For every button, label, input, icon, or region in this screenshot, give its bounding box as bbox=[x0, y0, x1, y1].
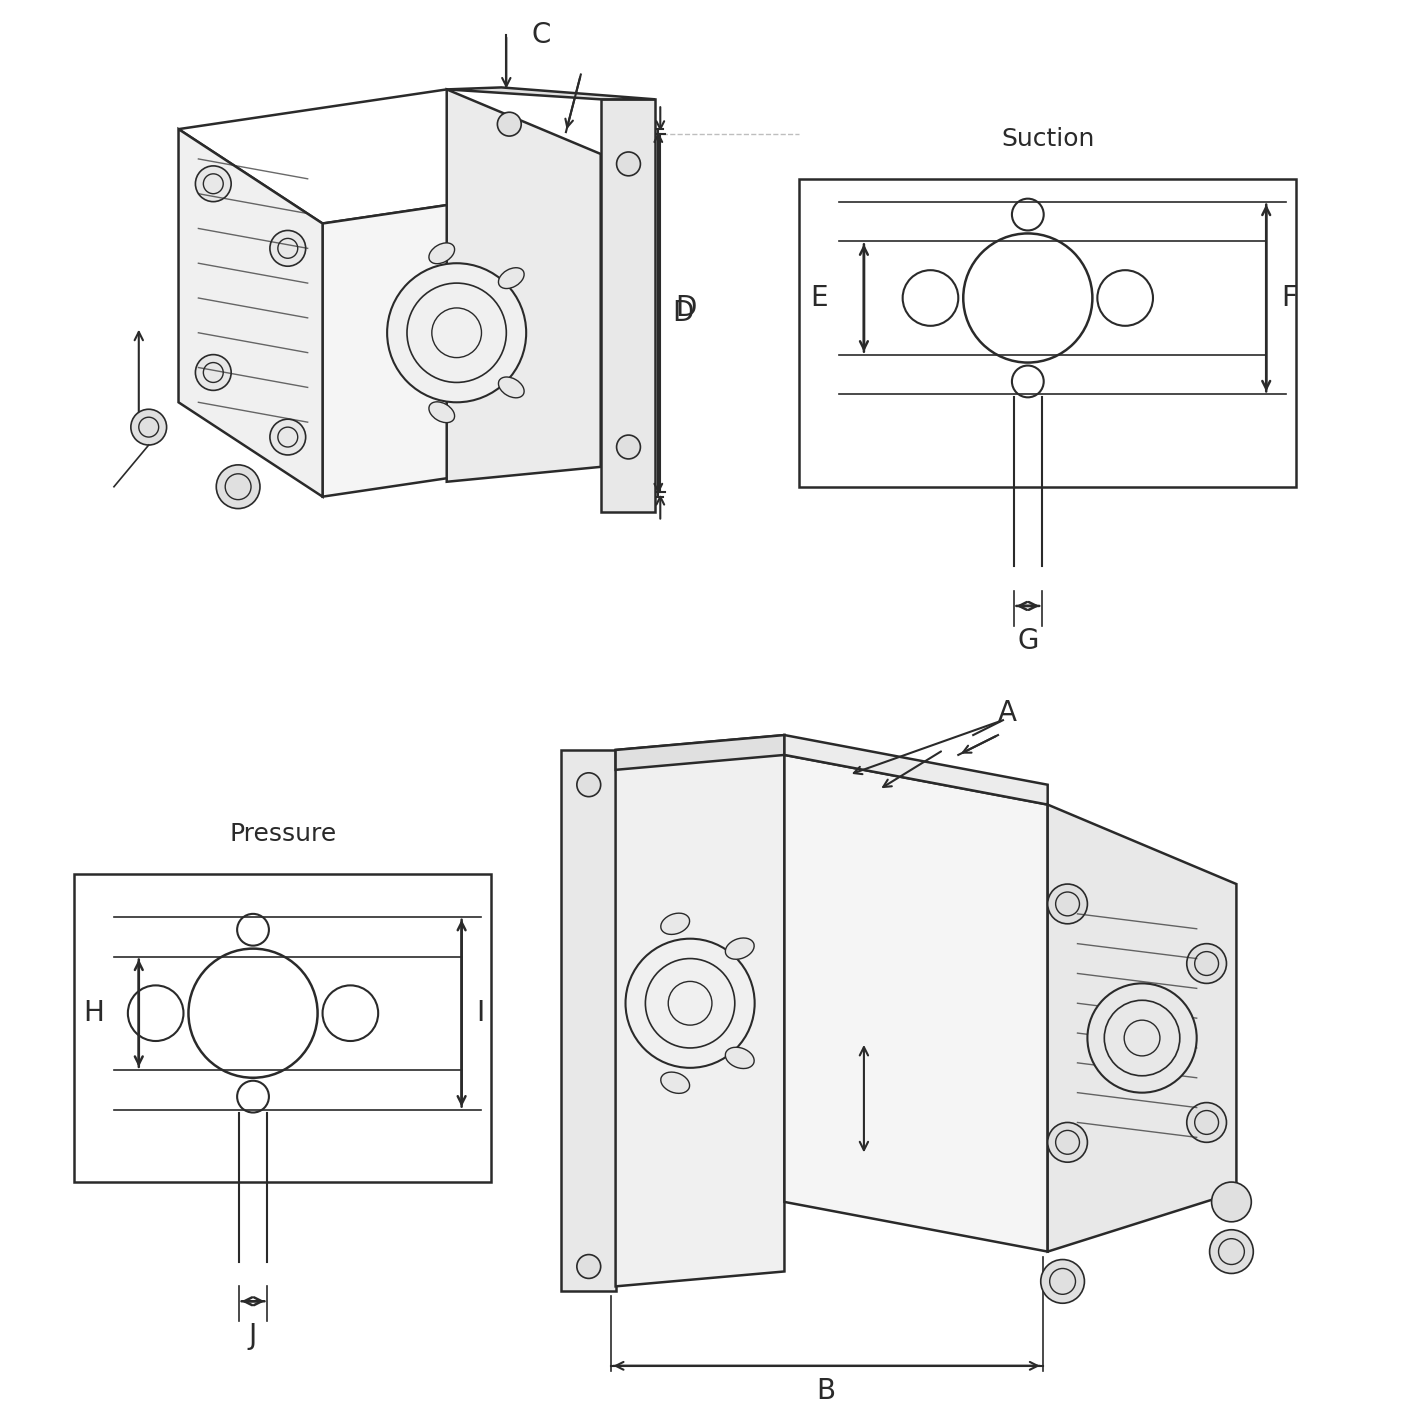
Bar bbox=[800, 179, 1296, 486]
Circle shape bbox=[1187, 1102, 1226, 1142]
Ellipse shape bbox=[429, 402, 454, 423]
Ellipse shape bbox=[499, 377, 524, 398]
Polygon shape bbox=[785, 735, 1047, 804]
Polygon shape bbox=[561, 749, 616, 1291]
Circle shape bbox=[576, 1254, 600, 1278]
Ellipse shape bbox=[661, 1073, 689, 1094]
Text: E: E bbox=[810, 284, 828, 312]
Polygon shape bbox=[785, 755, 1047, 1251]
Polygon shape bbox=[447, 90, 600, 482]
Circle shape bbox=[387, 263, 526, 402]
Bar bbox=[75, 875, 492, 1182]
Circle shape bbox=[1187, 943, 1226, 983]
Text: F: F bbox=[1281, 284, 1298, 312]
Text: G: G bbox=[1017, 627, 1039, 655]
Circle shape bbox=[217, 465, 260, 509]
Ellipse shape bbox=[725, 1047, 754, 1069]
Polygon shape bbox=[447, 87, 655, 100]
Circle shape bbox=[131, 409, 166, 446]
Circle shape bbox=[1047, 884, 1087, 924]
Circle shape bbox=[1209, 1230, 1253, 1274]
Circle shape bbox=[195, 166, 231, 201]
Polygon shape bbox=[179, 129, 322, 496]
Text: J: J bbox=[249, 1322, 257, 1350]
Circle shape bbox=[617, 434, 640, 458]
Text: Suction: Suction bbox=[1001, 127, 1094, 150]
Polygon shape bbox=[600, 100, 655, 512]
Circle shape bbox=[1040, 1260, 1084, 1303]
Polygon shape bbox=[616, 735, 785, 770]
Text: H: H bbox=[83, 1000, 104, 1028]
Ellipse shape bbox=[661, 912, 689, 935]
Circle shape bbox=[498, 112, 522, 136]
Circle shape bbox=[270, 419, 305, 456]
Text: A: A bbox=[998, 699, 1017, 727]
Circle shape bbox=[195, 354, 231, 391]
Circle shape bbox=[270, 231, 305, 266]
Circle shape bbox=[617, 152, 640, 176]
Text: D: D bbox=[672, 299, 693, 328]
Ellipse shape bbox=[499, 267, 524, 288]
Text: C: C bbox=[531, 21, 551, 49]
Text: Pressure: Pressure bbox=[229, 823, 336, 846]
Polygon shape bbox=[1047, 804, 1236, 1251]
Text: I: I bbox=[477, 1000, 485, 1028]
Circle shape bbox=[576, 773, 600, 797]
Text: D: D bbox=[675, 294, 696, 322]
Circle shape bbox=[1047, 1122, 1087, 1163]
Text: B: B bbox=[817, 1376, 835, 1405]
Circle shape bbox=[626, 939, 755, 1067]
Ellipse shape bbox=[725, 938, 754, 959]
Circle shape bbox=[1087, 983, 1197, 1092]
Polygon shape bbox=[616, 735, 785, 1286]
Ellipse shape bbox=[429, 243, 454, 264]
Circle shape bbox=[1212, 1182, 1251, 1222]
Polygon shape bbox=[322, 184, 591, 496]
